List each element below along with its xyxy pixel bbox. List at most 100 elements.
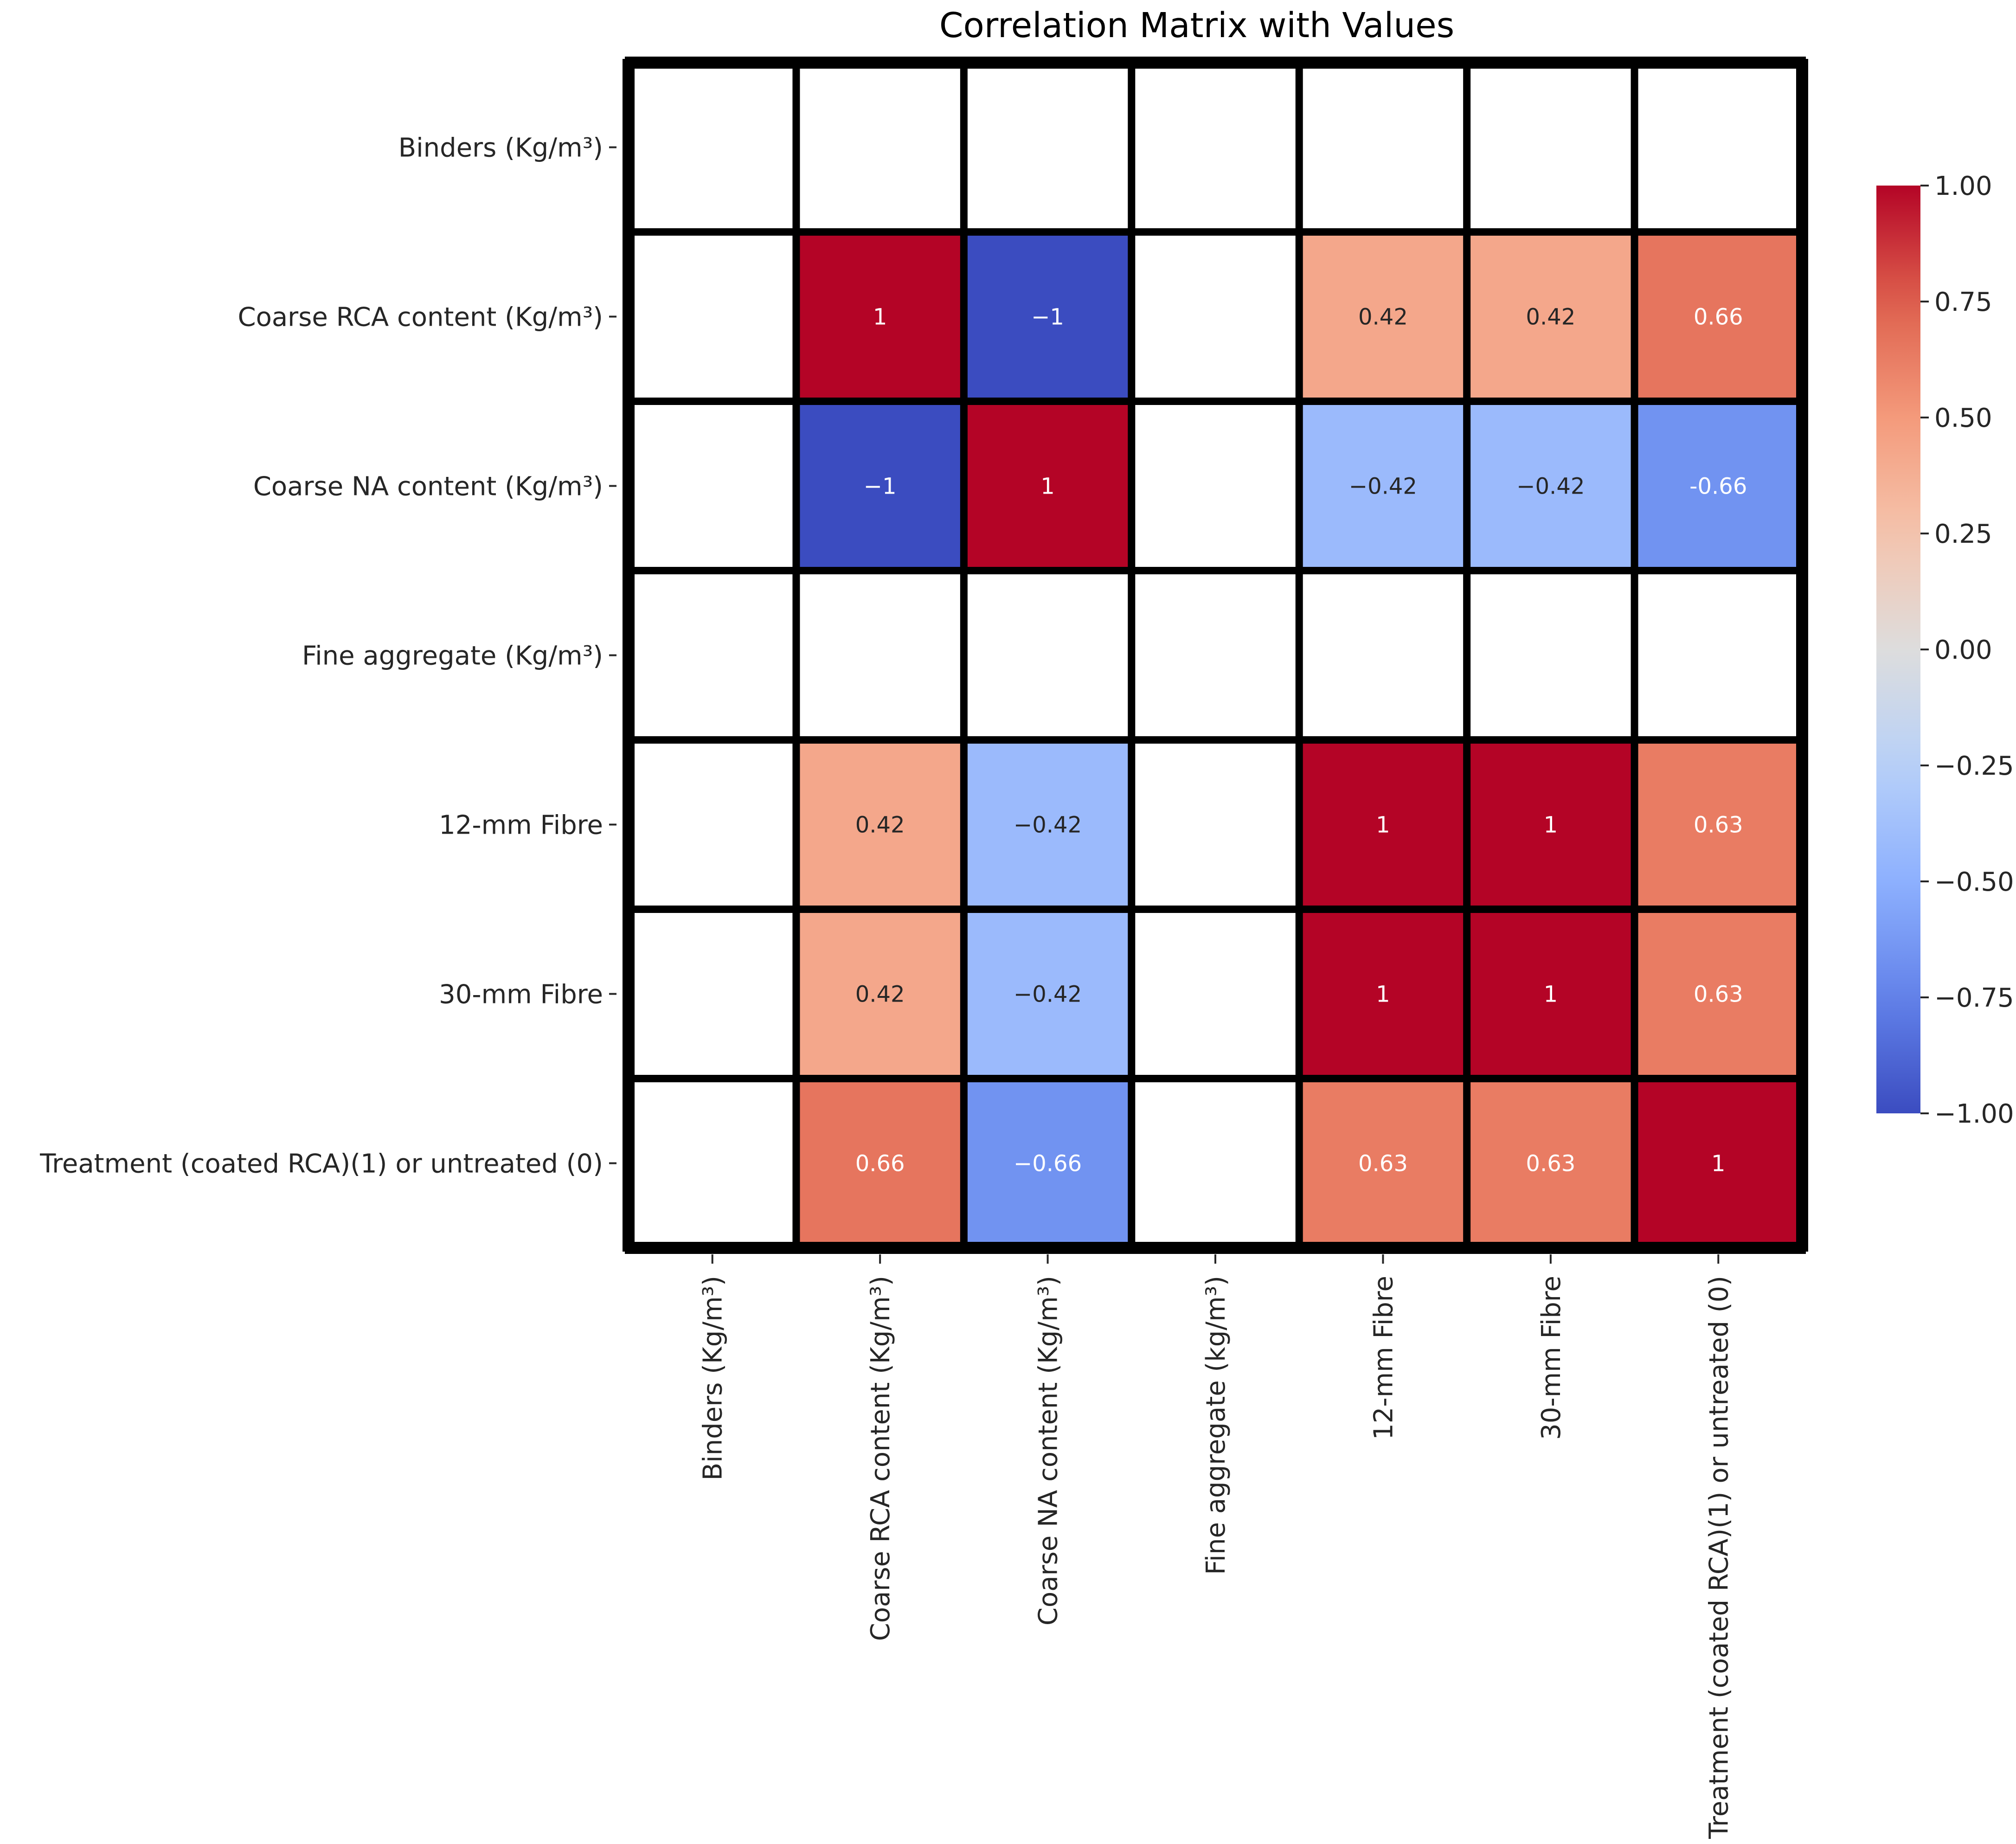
cell-value-label-r2-c5: −0.42 <box>1516 474 1585 500</box>
col-label-3: Fine aggregate (kg/m³) <box>1201 1276 1231 1575</box>
row-label-6: Treatment (coated RCA)(1) or untreated (… <box>39 1149 603 1179</box>
cell-value-label-r6-c5: 0.63 <box>1526 1151 1575 1177</box>
x-axis-tick-labels: Binders (Kg/m³) Coarse RCA content (Kg/m³… <box>698 1254 1734 1839</box>
cell-value-label-r1-c6: 0.66 <box>1694 304 1743 330</box>
cell-value-label-r5-c4: 1 <box>1376 982 1390 1008</box>
cell-value-label-r4-c5: 1 <box>1544 812 1558 838</box>
heatmap-cell-r6-c0 <box>629 1079 796 1248</box>
heatmap-cell-r0-c5 <box>1467 63 1635 232</box>
row-label-3: Fine aggregate (Kg/m³) <box>302 641 603 671</box>
colorbar-tick-label-1: 0.75 <box>1934 287 1992 317</box>
heatmap-cell-r4-c5 <box>1467 740 1635 909</box>
cell-value-label-r1-c2: −1 <box>1031 304 1064 330</box>
row-label-4: 12-mm Fibre <box>439 810 603 841</box>
cell-value-label-r2-c1: −1 <box>864 474 897 500</box>
cell-value-label-r6-c6: 1 <box>1711 1151 1726 1177</box>
row-label-0: Binders (Kg/m³) <box>398 133 603 163</box>
heatmap-cell-r4-c2 <box>963 740 1132 909</box>
heatmap-cell-r3-c0 <box>629 571 796 740</box>
cell-value-label-r5-c6: 0.63 <box>1694 982 1743 1008</box>
heatmap-cell-r0-c4 <box>1299 63 1467 232</box>
colorbar-tick-label-7: −0.75 <box>1934 983 2014 1013</box>
cell-value-label-r6-c2: −0.66 <box>1014 1151 1082 1177</box>
heatmap-grid <box>623 57 1808 1254</box>
row-label-1: Coarse RCA content (Kg/m³) <box>238 302 604 333</box>
colorbar-tick-label-0: 1.00 <box>1934 171 1992 201</box>
cell-value-label-r4-c6: 0.63 <box>1694 812 1743 838</box>
col-label-6: Treatment (coated RCA)(1) or untreated (… <box>1704 1276 1734 1839</box>
heatmap-cell-r2-c3 <box>1131 401 1299 571</box>
heatmap-cell-r3-c6 <box>1634 571 1802 740</box>
heatmap-cell-labels: 1 −1 0.42 0.42 0.66 −1 1 −0.42 −0.42 -0.66 0.42 −0.… <box>855 304 1747 1177</box>
heatmap-cells <box>629 63 1802 1248</box>
heatmap-cell-r6-c2 <box>963 1079 1132 1248</box>
heatmap-cell-r6-c3 <box>1131 1079 1299 1248</box>
heatmap-cell-r1-c3 <box>1131 232 1299 401</box>
heatmap-cell-r5-c2 <box>963 909 1132 1079</box>
cell-value-label-r1-c4: 0.42 <box>1358 304 1408 330</box>
colorbar-tick-label-8: −1.00 <box>1934 1099 2014 1129</box>
cell-value-label-r4-c1: 0.42 <box>855 812 905 838</box>
heatmap-cell-r3-c1 <box>796 571 964 740</box>
cell-value-label-r1-c1: 1 <box>873 304 887 330</box>
heatmap-cell-r4-c1 <box>796 740 964 909</box>
col-label-1: Coarse RCA content (Kg/m³) <box>866 1276 896 1641</box>
cell-value-label-r5-c2: −0.42 <box>1014 982 1082 1008</box>
heatmap-cell-r1-c0 <box>629 232 796 401</box>
cell-value-label-r4-c4: 1 <box>1376 812 1390 838</box>
heatmap-cell-r3-c2 <box>963 571 1132 740</box>
heatmap-cell-r5-c4 <box>1299 909 1467 1079</box>
heatmap-cell-r2-c1 <box>796 401 964 571</box>
heatmap-cell-r1-c6 <box>1634 232 1802 401</box>
row-label-5: 30-mm Fibre <box>439 980 603 1010</box>
heatmap-cell-r5-c0 <box>629 909 796 1079</box>
heatmap-cell-r0-c1 <box>796 63 964 232</box>
cell-value-label-r6-c1: 0.66 <box>855 1151 905 1177</box>
heatmap-cell-r4-c0 <box>629 740 796 909</box>
heatmap-cell-r5-c6 <box>1634 909 1802 1079</box>
heatmap-cell-r4-c6 <box>1634 740 1802 909</box>
cell-value-label-r5-c1: 0.42 <box>855 982 905 1008</box>
heatmap-cell-r3-c5 <box>1467 571 1635 740</box>
heatmap-cell-r3-c3 <box>1131 571 1299 740</box>
heatmap-cell-r2-c0 <box>629 401 796 571</box>
colorbar-gradient-bar <box>1876 186 1920 1113</box>
heatmap-cell-r5-c1 <box>796 909 964 1079</box>
col-label-2: Coarse NA content (Kg/m³) <box>1034 1276 1064 1626</box>
heatmap-cell-r1-c2 <box>963 232 1132 401</box>
col-label-0: Binders (Kg/m³) <box>698 1276 728 1480</box>
colorbar-tick-label-5: −0.25 <box>1934 751 2014 781</box>
heatmap-cell-r0-c6 <box>1634 63 1802 232</box>
cell-value-label-r1-c5: 0.42 <box>1526 304 1575 330</box>
col-label-4: 12-mm Fibre <box>1368 1276 1399 1440</box>
cell-value-label-r2-c2: 1 <box>1040 474 1055 500</box>
heatmap-cell-r5-c3 <box>1131 909 1299 1079</box>
colorbar-tick-label-2: 0.50 <box>1934 403 1992 433</box>
cell-value-label-r2-c6: -0.66 <box>1689 474 1747 500</box>
y-axis-tick-labels: Binders (Kg/m³) Coarse RCA content (Kg/m³… <box>39 133 616 1179</box>
heatmap-cell-r3-c4 <box>1299 571 1467 740</box>
cell-value-label-r2-c4: −0.42 <box>1349 474 1417 500</box>
heatmap-cell-r0-c0 <box>629 63 796 232</box>
heatmap-cell-r5-c5 <box>1467 909 1635 1079</box>
heatmap-cell-r6-c6 <box>1634 1079 1802 1248</box>
col-label-5: 30-mm Fibre <box>1536 1276 1567 1440</box>
cell-value-label-r5-c5: 1 <box>1544 982 1558 1008</box>
cell-value-label-r6-c4: 0.63 <box>1358 1151 1408 1177</box>
heatmap-cell-r6-c5 <box>1467 1079 1635 1248</box>
heatmap-cell-r6-c1 <box>796 1079 964 1248</box>
heatmap-cell-r1-c5 <box>1467 232 1635 401</box>
colorbar-tick-label-4: 0.00 <box>1934 635 1992 665</box>
colorbar: 1.00 0.75 0.50 0.25 0.00 −0.25 −0.50 −0.75 −1.00 <box>1876 171 2014 1129</box>
cell-value-label-r4-c2: −0.42 <box>1014 812 1082 838</box>
heatmap-cell-r2-c6 <box>1634 401 1802 571</box>
heatmap-cell-r2-c5 <box>1467 401 1635 571</box>
heatmap-cell-r1-c4 <box>1299 232 1467 401</box>
chart-title: Correlation Matrix with Values <box>939 6 1454 45</box>
colorbar-tick-label-6: −0.50 <box>1934 867 2014 897</box>
heatmap-cell-r6-c4 <box>1299 1079 1467 1248</box>
heatmap-cell-r2-c2 <box>963 401 1132 571</box>
heatmap-cell-r0-c3 <box>1131 63 1299 232</box>
heatmap-cell-r1-c1 <box>796 232 964 401</box>
